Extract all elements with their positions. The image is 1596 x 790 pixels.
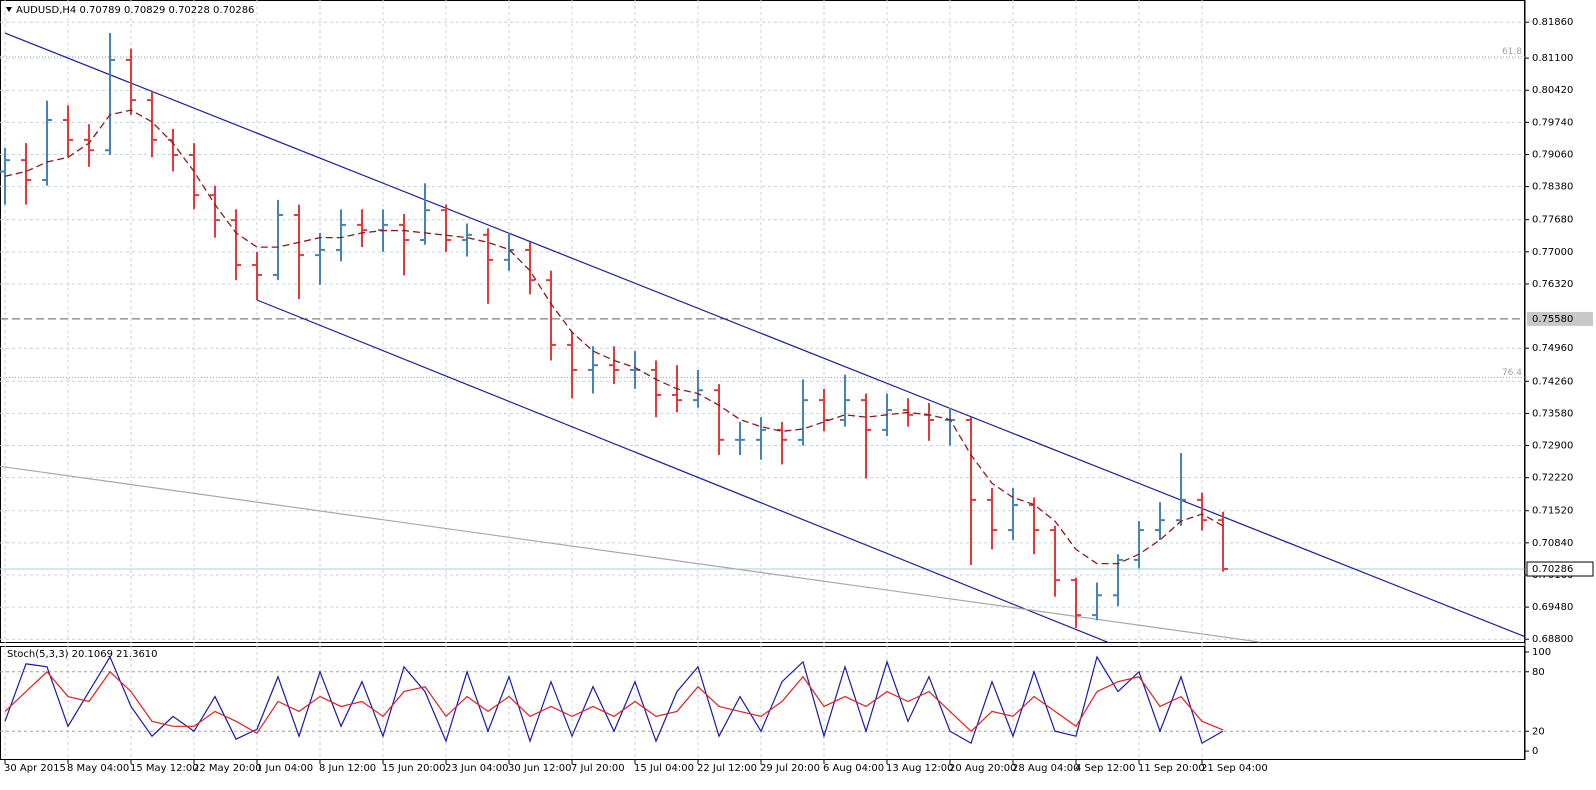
x-tick-label: 6 Aug 04:00 bbox=[823, 763, 884, 774]
x-tick-label: 15 Jul 04:00 bbox=[634, 763, 694, 774]
x-tick-label: 20 Aug 20:00 bbox=[949, 763, 1016, 774]
last-price-box bbox=[1526, 561, 1594, 577]
stoch-line bbox=[4, 670, 1224, 735]
y-tick-label: 0.72900 bbox=[1532, 441, 1573, 452]
y-tick-label: 0.77680 bbox=[1532, 215, 1573, 226]
fib-label: 61.8 bbox=[1502, 47, 1522, 57]
y-tick-label: 20 bbox=[1532, 726, 1545, 737]
y-tick-label: 0.77000 bbox=[1532, 247, 1573, 258]
x-tick-label: 22 May 20:00 bbox=[193, 763, 262, 774]
y-tick-label: 0.73580 bbox=[1532, 408, 1573, 419]
x-tick-label: 8 Jun 12:00 bbox=[319, 763, 376, 774]
y-tick-label: 0.78380 bbox=[1532, 182, 1573, 193]
menu-arrow bbox=[6, 7, 12, 12]
y-tick-label: 0.80420 bbox=[1532, 85, 1573, 96]
y-tick-label: 0.81100 bbox=[1532, 53, 1573, 64]
y-tick-label: 0.74960 bbox=[1532, 343, 1573, 354]
trendline bbox=[0, 465, 1261, 643]
trendline bbox=[4, 32, 1525, 638]
last-price-label: 0.70286 bbox=[1532, 564, 1573, 575]
x-tick-label: 23 Jun 04:00 bbox=[445, 763, 509, 774]
x-tick-label: 8 May 04:00 bbox=[67, 763, 129, 774]
stoch-line bbox=[4, 655, 1224, 745]
y-tick-label: 0.81860 bbox=[1532, 17, 1573, 28]
y-tick-label: 100 bbox=[1532, 647, 1551, 658]
y-tick-label: 0.70840 bbox=[1532, 538, 1573, 549]
y-tick-label: 0 bbox=[1532, 746, 1538, 757]
x-tick-label: 7 Jul 20:00 bbox=[571, 763, 625, 774]
trendline bbox=[256, 299, 1110, 643]
y-tick-label: 0.71520 bbox=[1532, 506, 1573, 517]
y-tick-label: 0.68800 bbox=[1532, 634, 1573, 645]
x-tick-label: 15 Jun 20:00 bbox=[382, 763, 446, 774]
stoch-plot bbox=[0, 646, 1525, 760]
x-tick-label: 11 Sep 20:00 bbox=[1138, 763, 1205, 774]
y-tick-label: 0.79740 bbox=[1532, 117, 1573, 128]
fib-label: 76.4 bbox=[1502, 368, 1522, 378]
y-tick-label: 0.76320 bbox=[1532, 279, 1573, 290]
moving-average bbox=[4, 109, 1224, 565]
y-tick-label: 0.69480 bbox=[1532, 602, 1573, 613]
x-tick-label: 22 Jul 12:00 bbox=[697, 763, 757, 774]
y-tick-label: 0.79060 bbox=[1532, 149, 1573, 160]
level-label-box bbox=[1527, 311, 1593, 326]
y-tick-label: 0.74260 bbox=[1532, 376, 1573, 387]
x-tick-label: 13 Aug 12:00 bbox=[886, 763, 953, 774]
level-label: 0.75580 bbox=[1532, 314, 1573, 325]
chart-title: AUDUSD,H4 0.70789 0.70829 0.70228 0.7028… bbox=[16, 5, 254, 16]
x-tick-label: 28 Aug 04:00 bbox=[1012, 763, 1079, 774]
stoch-panel bbox=[0, 646, 1525, 760]
x-tick-label: 30 Jun 12:00 bbox=[508, 763, 572, 774]
x-tick-label: 15 May 12:00 bbox=[130, 763, 199, 774]
x-tick-label: 29 Jul 20:00 bbox=[760, 763, 820, 774]
stoch-title: Stoch(5,3,3) 20.1069 21.3610 bbox=[7, 649, 158, 660]
x-tick-label: 1 Jun 04:00 bbox=[256, 763, 313, 774]
x-tick-label: 4 Sep 12:00 bbox=[1075, 763, 1135, 774]
y-tick-label: 80 bbox=[1532, 667, 1545, 678]
x-tick-label: 30 Apr 2015 bbox=[4, 763, 66, 774]
main-plot: 61.8 76.4 bbox=[0, 0, 1525, 643]
y-tick-label: 0.72220 bbox=[1532, 473, 1573, 484]
x-tick-label: 21 Sep 04:00 bbox=[1201, 763, 1268, 774]
